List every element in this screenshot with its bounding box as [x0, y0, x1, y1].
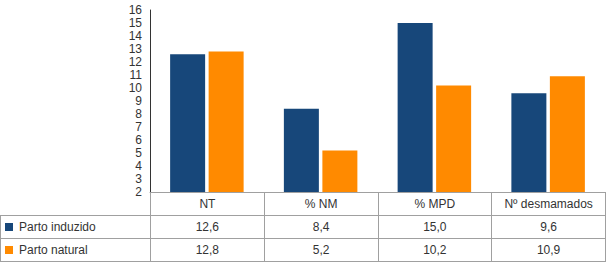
html-text:9,6: 9,6 — [540, 220, 557, 234]
html-text:8,4: 8,4 — [312, 220, 330, 234]
html-text:Parto natural: Parto natural — [19, 243, 88, 257]
svg-text:5: 5 — [135, 146, 142, 160]
html-text:NT: NT — [199, 197, 216, 211]
html-text:% MPD: % MPD — [414, 197, 456, 211]
svg-text:6: 6 — [135, 133, 142, 147]
html-text:Parto induzido: Parto induzido — [19, 220, 96, 234]
html-text:Nº desmamados: Nº desmamados — [504, 197, 593, 211]
html-text:12,8: 12,8 — [195, 243, 219, 257]
html-text:5,2: 5,2 — [312, 243, 330, 257]
html-text:10,9: 10,9 — [536, 243, 561, 257]
svg-text:13: 13 — [129, 42, 143, 56]
svg-text:11: 11 — [130, 68, 143, 82]
svg-text:10: 10 — [129, 81, 143, 95]
svg-text:7: 7 — [135, 120, 142, 134]
svg-text:3: 3 — [135, 172, 142, 186]
svg-text:14: 14 — [129, 29, 143, 43]
svg-text:16: 16 — [129, 3, 143, 17]
html-text:10,2: 10,2 — [423, 243, 447, 257]
html-text:% NM: % NM — [304, 197, 338, 211]
svg-text:2: 2 — [135, 185, 142, 199]
html-text:12,6: 12,6 — [195, 220, 219, 234]
svg-text:12: 12 — [129, 55, 143, 69]
svg-text:8: 8 — [135, 107, 142, 121]
svg-text:9: 9 — [135, 94, 142, 108]
svg-text:4: 4 — [135, 159, 142, 173]
svg-text:15: 15 — [129, 16, 143, 30]
html-text:15,0: 15,0 — [423, 220, 447, 234]
